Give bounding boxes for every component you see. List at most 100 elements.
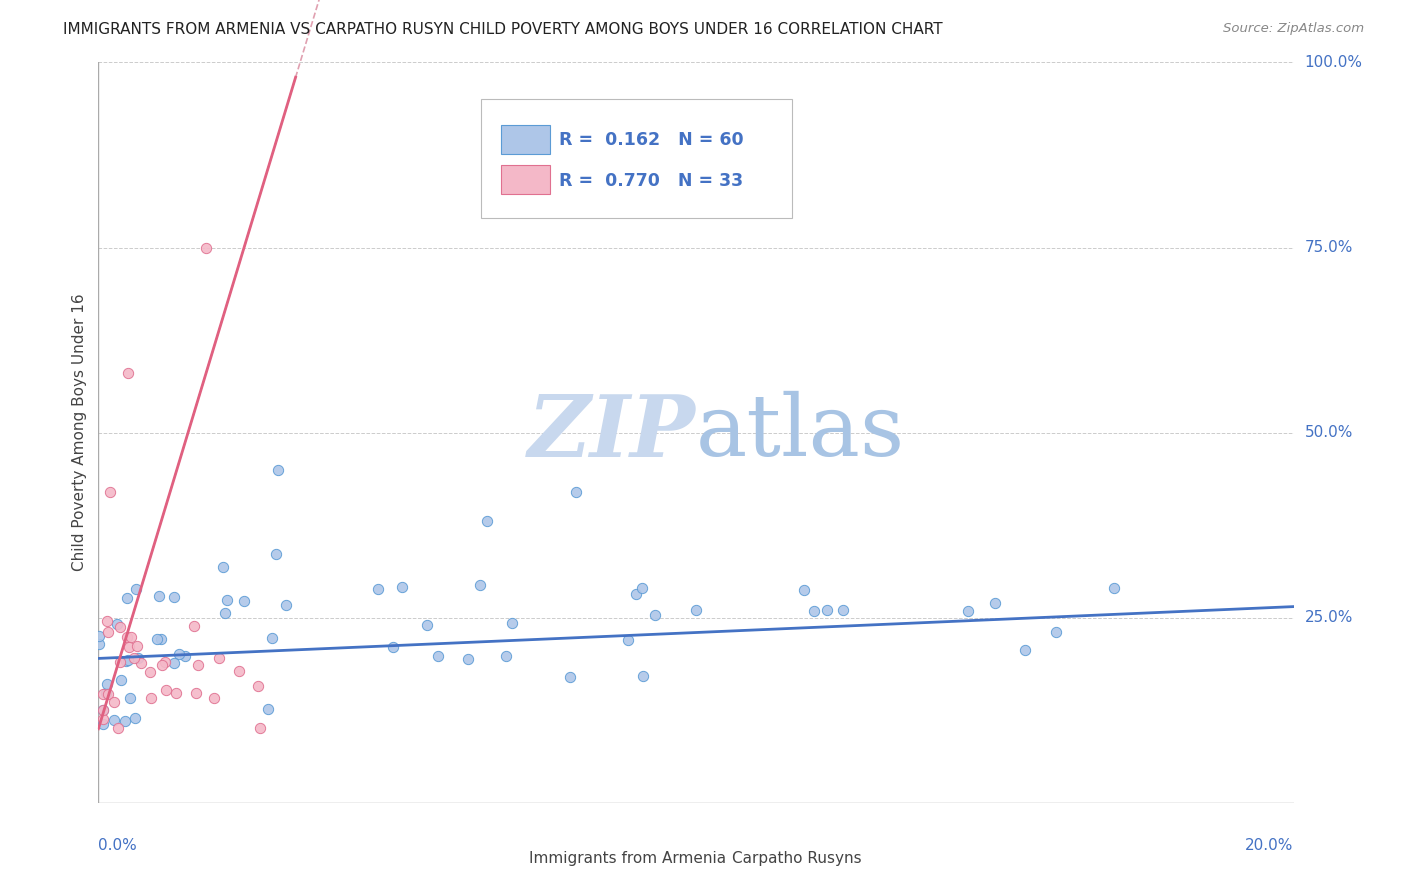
Point (107, 721, 129, 735)
Point (139, 691, 162, 706)
Point (211, 560, 233, 574)
Point (103, 695, 125, 709)
Point (427, 648, 450, 663)
Text: 100.0%: 100.0% (1305, 55, 1362, 70)
Point (129, 656, 152, 670)
Text: 25.0%: 25.0% (1305, 610, 1353, 625)
Point (246, 679, 269, 693)
Point (96, 614, 118, 628)
Point (139, 665, 162, 679)
FancyBboxPatch shape (478, 850, 519, 870)
Point (367, 582, 389, 596)
Point (167, 647, 190, 661)
Point (91, 712, 114, 726)
Point (127, 650, 149, 665)
Point (124, 650, 146, 665)
Point (89, 628, 111, 642)
Point (91, 703, 114, 717)
Point (957, 604, 980, 618)
Point (391, 580, 413, 594)
Point (202, 690, 225, 705)
Point (173, 648, 195, 663)
Point (803, 604, 825, 618)
Point (565, 484, 588, 499)
Point (1104, 581, 1126, 595)
Point (228, 664, 250, 678)
Point (117, 653, 139, 667)
Point (96, 686, 118, 700)
Point (631, 582, 654, 596)
Text: Source: ZipAtlas.com: Source: ZipAtlas.com (1223, 22, 1364, 36)
FancyBboxPatch shape (501, 165, 550, 194)
Text: atlas: atlas (696, 391, 905, 475)
Text: Carpatho Rusyns: Carpatho Rusyns (733, 851, 862, 866)
Point (153, 655, 176, 669)
Point (249, 721, 271, 735)
Point (633, 669, 655, 683)
Point (264, 547, 287, 561)
Point (495, 649, 517, 664)
FancyBboxPatch shape (682, 850, 723, 870)
Point (267, 462, 290, 476)
Point (416, 618, 439, 632)
Y-axis label: Child Poverty Among Boys Under 16: Child Poverty Among Boys Under 16 (72, 293, 87, 572)
Text: 50.0%: 50.0% (1305, 425, 1353, 440)
Point (125, 582, 148, 596)
Point (125, 639, 148, 653)
Point (626, 587, 648, 601)
Point (96, 676, 118, 690)
Text: R =  0.770   N = 33: R = 0.770 N = 33 (558, 172, 742, 190)
Point (117, 367, 139, 381)
Text: Immigrants from Armenia: Immigrants from Armenia (529, 851, 725, 866)
Point (91, 703, 114, 717)
Point (98, 484, 122, 499)
Point (187, 658, 209, 673)
Point (832, 603, 855, 617)
Point (257, 701, 280, 715)
Point (1045, 624, 1067, 639)
FancyBboxPatch shape (481, 99, 792, 218)
Point (617, 632, 640, 647)
Point (381, 640, 404, 654)
Point (208, 651, 231, 665)
Point (118, 640, 141, 655)
Point (148, 589, 170, 603)
Point (118, 690, 141, 705)
Point (105, 617, 128, 632)
Point (260, 631, 283, 645)
Point (97, 687, 120, 701)
Point (195, 240, 218, 255)
Point (274, 599, 297, 613)
Point (163, 656, 186, 670)
Point (214, 606, 236, 620)
Point (163, 591, 186, 605)
Point (150, 632, 173, 646)
Point (475, 515, 498, 529)
Point (115, 630, 138, 644)
Point (685, 603, 707, 617)
Point (184, 686, 207, 700)
Point (233, 593, 256, 607)
FancyBboxPatch shape (501, 125, 550, 153)
Point (115, 654, 138, 668)
Point (155, 682, 177, 697)
Point (124, 711, 146, 725)
Point (165, 686, 187, 700)
Point (501, 615, 523, 630)
Point (644, 608, 666, 623)
Point (457, 652, 479, 666)
Point (150, 657, 173, 672)
Point (97, 624, 120, 639)
Point (114, 714, 136, 728)
Text: 20.0%: 20.0% (1246, 838, 1294, 853)
Point (87, 636, 110, 650)
Point (468, 578, 491, 592)
Point (815, 602, 838, 616)
Point (146, 632, 169, 647)
Text: IMMIGRANTS FROM ARMENIA VS CARPATHO RUSYN CHILD POVERTY AMONG BOYS UNDER 16 CORR: IMMIGRANTS FROM ARMENIA VS CARPATHO RUSY… (63, 22, 943, 37)
Point (183, 619, 205, 633)
Point (91, 717, 114, 731)
Point (108, 656, 131, 670)
Point (110, 673, 132, 687)
Point (1014, 642, 1036, 657)
